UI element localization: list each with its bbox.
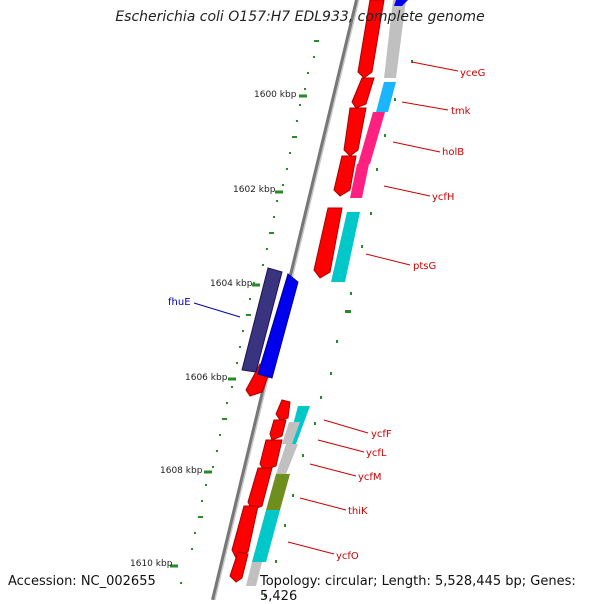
kbp-ticks bbox=[170, 94, 307, 568]
inner-tick-ring bbox=[264, 60, 413, 597]
reverse-cds-track bbox=[241, 267, 299, 379]
cds-arrow bbox=[333, 155, 357, 197]
gene-label-fhuE: fhuE bbox=[168, 297, 191, 308]
gene-label-yceG: yceG bbox=[460, 68, 485, 79]
accession-text: Accession: NC_002655 bbox=[8, 574, 156, 589]
gene-label-tmk: tmk bbox=[451, 106, 471, 117]
cds-arrow bbox=[351, 77, 375, 109]
gene-label-holB: holB bbox=[442, 147, 464, 158]
kbp-labels: 1600 kbp 1602 kbp 1604 kbp 1606 kbp 1608… bbox=[130, 90, 297, 569]
kbp-label-1608: 1608 kbp bbox=[160, 466, 203, 476]
fhuE-arrow bbox=[257, 273, 299, 379]
cds-arrow bbox=[269, 419, 287, 441]
cds-arrow bbox=[275, 399, 291, 421]
cds-arrow bbox=[343, 107, 367, 157]
fhuE-cog-block bbox=[241, 267, 283, 373]
gene-label-ptsG: ptsG bbox=[413, 261, 436, 272]
kbp-label-1610: 1610 kbp bbox=[130, 559, 173, 569]
outer-tick-ring bbox=[180, 40, 319, 584]
gene-labels: yceG tmk holB ycfH ptsG fhuE ycfF ycfL y… bbox=[168, 68, 485, 562]
cds-arrow bbox=[357, 0, 385, 79]
gene-label-ycfL: ycfL bbox=[366, 448, 387, 459]
gene-label-ycfM: ycfM bbox=[358, 472, 382, 483]
cds-arrow bbox=[259, 439, 283, 471]
genome-title: Escherichia coli O157:H7 EDL933, complet… bbox=[115, 9, 485, 25]
cds-arrow bbox=[229, 551, 249, 583]
gene-label-thiK: thiK bbox=[348, 506, 368, 517]
cds-arrow bbox=[313, 207, 343, 279]
kbp-label-1604: 1604 kbp bbox=[210, 279, 253, 289]
forward-cds-track bbox=[229, 0, 385, 583]
gene-label-ycfH: ycfH bbox=[432, 192, 454, 203]
gene-label-leaders bbox=[287, 61, 459, 555]
gene-label-ycfF: ycfF bbox=[371, 429, 392, 440]
gene-label-ycfO: ycfO bbox=[336, 551, 359, 562]
fhuE-leader bbox=[193, 302, 241, 318]
cog-track bbox=[246, 0, 408, 586]
kbp-label-1606: 1606 kbp bbox=[185, 373, 228, 383]
kbp-label-1602: 1602 kbp bbox=[233, 185, 276, 195]
kbp-label-1600: 1600 kbp bbox=[254, 90, 297, 100]
